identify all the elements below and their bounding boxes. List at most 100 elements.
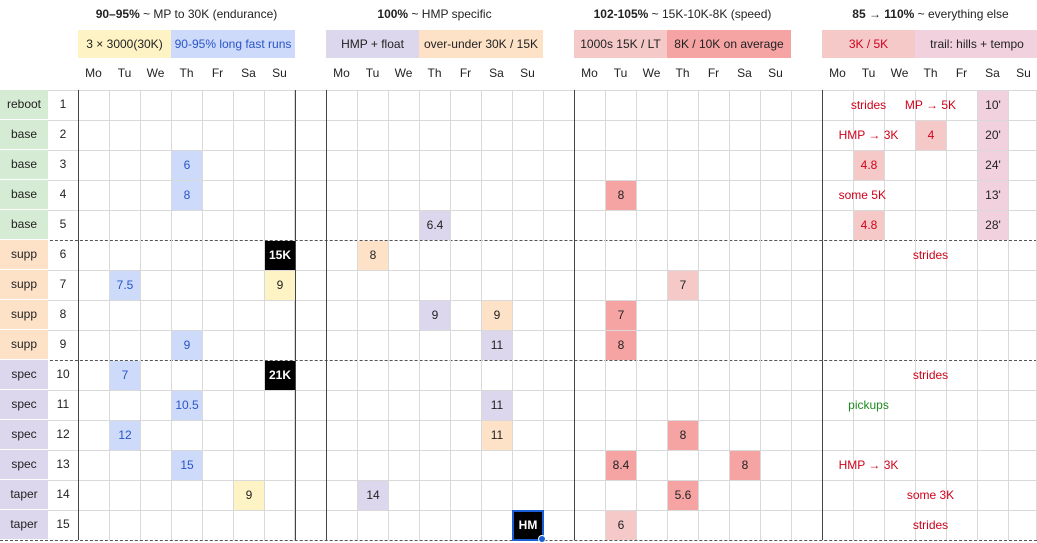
workout-note[interactable]: some 5K — [838, 188, 886, 202]
selected-cell[interactable]: HM — [512, 510, 544, 541]
workout-cell[interactable]: 13' — [978, 181, 1008, 210]
workout-cell[interactable]: 7 — [606, 301, 636, 330]
day-header-sa: Sa — [241, 66, 256, 80]
week-number: 4 — [59, 187, 67, 201]
grid-col-line — [977, 90, 978, 540]
workout-cell[interactable]: 24' — [978, 151, 1008, 180]
workout-note[interactable]: strides — [912, 248, 949, 262]
workout-note[interactable]: strides — [850, 98, 887, 112]
workout-note[interactable]: HMP → 3K — [838, 128, 899, 142]
grid-row-line — [0, 510, 1037, 511]
group-header-4: 85 → 110% ~ everything else — [822, 3, 1037, 25]
grid-row-line — [0, 420, 1037, 421]
workout-cell[interactable]: 11 — [482, 331, 512, 360]
day-header-we: We — [642, 66, 661, 80]
workout-note[interactable]: MP → 5K — [904, 98, 957, 112]
workout-cell[interactable]: 6 — [606, 511, 636, 540]
grid-col-line — [233, 90, 234, 540]
workout-cell[interactable]: 21K — [265, 361, 295, 390]
workout-cell[interactable]: 7 — [110, 361, 140, 390]
workout-cell[interactable]: 8 — [606, 331, 636, 360]
workout-cell[interactable]: 9 — [265, 271, 295, 300]
day-header-th: Th — [675, 66, 690, 80]
workout-cell[interactable]: 20' — [978, 121, 1008, 150]
grid-col-line — [729, 90, 730, 540]
week-number: 8 — [59, 307, 67, 321]
workout-cell[interactable]: 15K — [265, 241, 295, 270]
workout-note[interactable]: some 3K — [906, 488, 955, 502]
workout-cell[interactable]: 4.8 — [854, 211, 884, 240]
day-header-fr: Fr — [955, 66, 968, 80]
grid-col-line — [543, 90, 544, 540]
grid-col-line — [419, 90, 420, 540]
legend-chip-6: 8K / 10K on average — [667, 30, 791, 58]
workout-cell[interactable]: 9 — [234, 481, 264, 510]
grid-col-line — [109, 90, 110, 540]
workout-cell[interactable]: 6.4 — [420, 211, 450, 240]
grid-col-line — [605, 90, 606, 540]
workout-cell[interactable]: 7.5 — [110, 271, 140, 300]
grid-row-line — [0, 150, 1037, 151]
workout-note[interactable]: pickups — [848, 398, 889, 412]
grid-row-line — [0, 330, 1037, 331]
workout-cell[interactable]: 8.4 — [606, 451, 636, 480]
grid-row-line — [0, 390, 1037, 391]
day-header-th: Th — [179, 66, 194, 80]
group-header-2: 100% ~ HMP specific — [326, 3, 543, 25]
legend-chip-4: over-under 30K / 15K — [419, 30, 543, 58]
week-phase-label: spec — [0, 360, 48, 389]
week-number: 13 — [56, 457, 70, 471]
day-header-th: Th — [923, 66, 938, 80]
workout-cell[interactable]: 11 — [482, 391, 512, 420]
workout-cell[interactable]: 4 — [916, 121, 946, 150]
workout-cell[interactable]: 12 — [110, 421, 140, 450]
week-phase-label: reboot — [0, 90, 48, 119]
workout-cell[interactable]: 9 — [482, 301, 512, 330]
phase-divider — [0, 540, 1037, 541]
workout-cell[interactable]: 14 — [358, 481, 388, 510]
workout-cell[interactable]: 6 — [172, 151, 202, 180]
workout-cell[interactable]: 7 — [668, 271, 698, 300]
grid-col-line — [450, 90, 451, 540]
workout-cell[interactable]: 8 — [172, 181, 202, 210]
group-border-line — [295, 90, 296, 540]
day-header-su: Su — [520, 66, 535, 80]
day-header-sa: Sa — [985, 66, 1000, 80]
workout-cell[interactable]: 5.6 — [668, 481, 698, 510]
grid-col-line — [294, 90, 295, 540]
workout-cell[interactable]: 9 — [172, 331, 202, 360]
day-header-we: We — [890, 66, 909, 80]
workout-note[interactable]: strides — [912, 518, 949, 532]
workout-cell[interactable]: 15 — [172, 451, 202, 480]
legend-chip-2: 90-95% long fast runs — [171, 30, 295, 58]
selection-handle[interactable] — [538, 535, 546, 543]
day-header-fr: Fr — [707, 66, 720, 80]
grid-col-line — [946, 90, 947, 540]
workout-cell[interactable]: 8 — [358, 241, 388, 270]
day-header-mo: Mo — [85, 66, 102, 80]
workout-note[interactable]: strides — [912, 368, 949, 382]
grid-col-line — [667, 90, 668, 540]
workout-cell[interactable]: 8 — [606, 181, 636, 210]
day-header-su: Su — [1016, 66, 1031, 80]
workout-cell[interactable]: 4.8 — [854, 151, 884, 180]
workout-cell[interactable]: 11 — [482, 421, 512, 450]
week-phase-label: taper — [0, 510, 48, 539]
day-header-th: Th — [427, 66, 442, 80]
phase-divider — [0, 360, 1037, 361]
workout-cell[interactable]: 9 — [420, 301, 450, 330]
day-header-tu: Tu — [861, 66, 876, 80]
workout-note[interactable]: HMP → 3K — [838, 458, 899, 472]
week-number: 5 — [59, 217, 67, 231]
week-phase-label: base — [0, 150, 48, 179]
workout-cell[interactable]: 10.5 — [172, 391, 202, 420]
workout-cell[interactable]: 8 — [730, 451, 760, 480]
day-header-sa: Sa — [489, 66, 504, 80]
grid-row-line — [0, 120, 1037, 121]
grid-row-line — [0, 180, 1037, 181]
workout-cell[interactable]: 8 — [668, 421, 698, 450]
grid-col-line — [791, 90, 792, 540]
workout-cell[interactable]: 10' — [978, 91, 1008, 120]
week-number: 14 — [56, 487, 70, 501]
workout-cell[interactable]: 28' — [978, 211, 1008, 240]
